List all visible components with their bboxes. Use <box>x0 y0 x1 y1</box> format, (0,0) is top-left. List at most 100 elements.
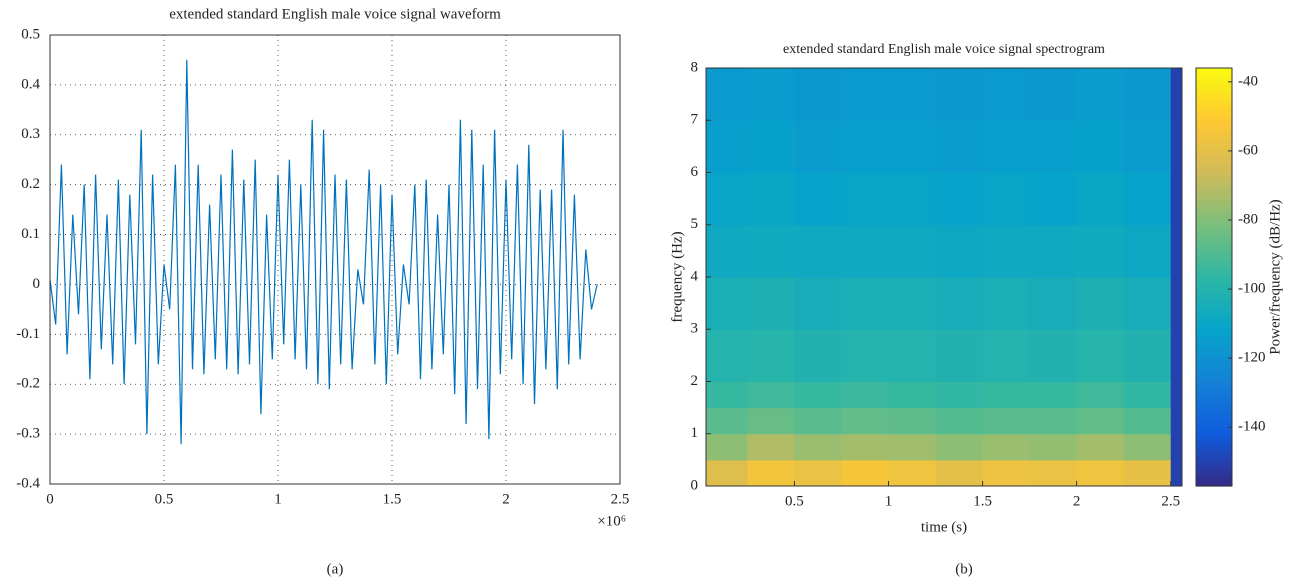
colorbar-strip <box>1196 74 1232 80</box>
y-tick-label: 3 <box>691 321 699 337</box>
colorbar-strip <box>1196 384 1232 390</box>
heatmap-cell <box>1123 120 1172 173</box>
colorbar-strip <box>1196 165 1232 170</box>
heatmap-cell <box>935 120 984 173</box>
colorbar-strip <box>1196 238 1232 243</box>
colorbar-strip <box>1196 468 1232 473</box>
heatmap-cell <box>794 433 842 461</box>
colorbar-strip <box>1196 479 1232 484</box>
heatmap-cell <box>747 172 795 226</box>
colorbar-strip <box>1196 123 1232 128</box>
colorbar-strip <box>1196 332 1232 337</box>
colorbar-strip <box>1196 367 1232 372</box>
colorbar-strip <box>1196 315 1232 320</box>
colorbar-strip <box>1196 68 1232 73</box>
x-tick-label: 1.5 <box>973 493 992 509</box>
x-tick-label: 2 <box>1073 493 1081 509</box>
colorbar-strip <box>1196 263 1232 268</box>
colorbar-strip <box>1196 141 1232 146</box>
heatmap-cell <box>841 381 889 409</box>
heatmap-cell <box>794 277 842 330</box>
colorbar-strip <box>1196 391 1232 397</box>
colorbar-strip <box>1196 109 1232 114</box>
heatmap-cell <box>747 224 795 278</box>
heatmap-cell <box>706 68 748 121</box>
y-tick-label: 0.4 <box>21 76 40 92</box>
heatmap-cell <box>706 172 748 226</box>
heatmap-cell <box>1170 172 1183 226</box>
colorbar-strip <box>1196 169 1232 174</box>
colorbar-strip <box>1196 182 1232 188</box>
colorbar-strip <box>1196 214 1232 219</box>
heatmap-cell <box>935 433 984 461</box>
heatmap-cell <box>1123 224 1172 278</box>
heatmap-cell <box>706 407 748 435</box>
heatmap-cell <box>1123 329 1172 382</box>
heatmap-cell <box>1123 277 1172 330</box>
colorbar-strip <box>1196 381 1232 386</box>
heatmap-cell <box>747 407 795 435</box>
colorbar-strip <box>1196 297 1232 302</box>
colorbar-strip <box>1196 162 1232 167</box>
colorbar-strip <box>1196 346 1232 351</box>
y-tick-label: 0 <box>691 477 699 493</box>
colorbar-strip <box>1196 242 1232 247</box>
heatmap-cell <box>1076 68 1125 121</box>
colorbar-strip <box>1196 412 1232 417</box>
colorbar-strip <box>1196 189 1232 194</box>
colorbar-strip <box>1196 158 1232 163</box>
colorbar-strip <box>1196 203 1232 208</box>
heatmap-cell <box>888 459 937 487</box>
colorbar-strip <box>1196 193 1232 198</box>
colorbar-strip <box>1196 283 1232 289</box>
colorbar-strip <box>1196 175 1232 181</box>
heatmap-cell <box>982 172 1031 226</box>
y-tick-label: 1 <box>691 425 699 441</box>
heatmap-cell <box>982 329 1031 382</box>
heatmap-cell <box>841 277 889 330</box>
colorbar-strip <box>1196 287 1232 292</box>
colorbar-strip <box>1196 249 1232 254</box>
colorbar-strip <box>1196 290 1232 296</box>
heatmap-cell <box>841 224 889 278</box>
heatmap-cell <box>841 68 889 121</box>
colorbar-strip <box>1196 217 1232 222</box>
heatmap-cell <box>747 433 795 461</box>
colorbar-strip <box>1196 277 1232 282</box>
heatmap-cell <box>888 120 937 173</box>
colorbar-strip <box>1196 273 1232 278</box>
colorbar-strip <box>1196 78 1232 83</box>
colorbar-strip <box>1196 200 1232 205</box>
y-tick-label: 0.3 <box>21 126 40 142</box>
heatmap-cell <box>706 329 748 382</box>
colorbar-frame <box>1195 67 1233 487</box>
colorbar-strip <box>1196 423 1232 428</box>
x-tick-label: 2 <box>502 491 510 507</box>
colorbar-strip <box>1196 419 1232 424</box>
heatmap-cell <box>935 407 984 435</box>
colorbar-strip <box>1196 294 1232 299</box>
heatmap-cell <box>888 329 937 382</box>
colorbar-strip <box>1196 343 1232 348</box>
colorbar-strip <box>1196 388 1232 393</box>
colorbar-strip <box>1196 461 1232 466</box>
heatmap-cell <box>1029 459 1078 487</box>
heatmap-cell <box>794 459 842 487</box>
heatmap-cell <box>794 120 842 173</box>
colorbar-strip <box>1196 398 1232 403</box>
heatmap-cell <box>1170 381 1183 409</box>
heatmap-cell <box>1076 433 1125 461</box>
colorbar-strip <box>1196 426 1232 431</box>
x-tick-label: 0.5 <box>155 491 174 507</box>
colorbar-strip <box>1196 371 1232 376</box>
heatmap-cell <box>1170 329 1183 382</box>
heatmap-cell <box>706 277 748 330</box>
heatmap-cell <box>982 277 1031 330</box>
y-tick-label: -0.3 <box>16 426 40 442</box>
colorbar-strip <box>1196 144 1232 149</box>
heatmap-cell <box>935 381 984 409</box>
colorbar-strip <box>1196 134 1232 139</box>
colorbar-strip <box>1196 465 1232 470</box>
y-tick-label: 6 <box>691 164 699 180</box>
colorbar-strip <box>1196 148 1232 153</box>
